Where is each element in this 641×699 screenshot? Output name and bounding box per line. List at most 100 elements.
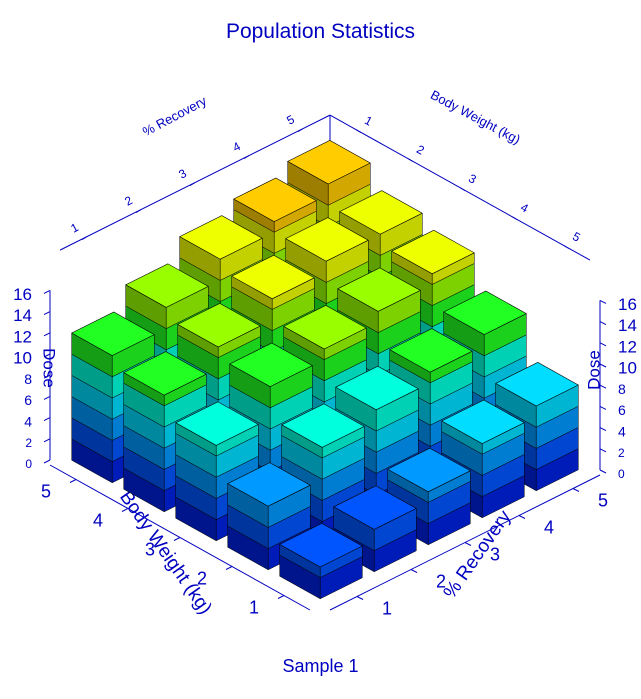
left-dose-tick-label: 8 — [24, 371, 32, 387]
left-dose-tick-label: 6 — [24, 392, 32, 408]
top-weight-tick-label: 5 — [570, 229, 583, 245]
top-recovery-tick-label: 1 — [68, 220, 81, 236]
bar-top-face — [333, 485, 417, 530]
right-dose-tick-label: 16 — [618, 295, 637, 314]
right-dose-tick — [599, 448, 607, 453]
recovery-tick-label: 1 — [382, 598, 392, 618]
right-dose-tick-label: 2 — [618, 446, 625, 460]
recovery-tick — [518, 515, 526, 519]
top-weight-tick-label: 4 — [518, 200, 531, 216]
bar-top-face — [285, 217, 369, 262]
top-recovery-tick-label: 5 — [284, 112, 297, 128]
recovery-tick-label: 3 — [490, 544, 500, 564]
top-weight-tick — [563, 245, 570, 250]
chart-caption: Sample 1 — [282, 656, 359, 676]
right-dose-axis-title: Dose — [584, 350, 603, 390]
recovery-tick-label: 2 — [436, 571, 446, 591]
weight-tick-label: 5 — [41, 481, 51, 501]
bar — [333, 485, 417, 573]
bar-top-face — [391, 229, 475, 275]
bar-top-face — [287, 140, 371, 185]
bar-top-face — [177, 303, 261, 348]
bar-top-face — [231, 254, 315, 300]
weight-tick — [225, 566, 233, 570]
right-dose-tick — [599, 299, 607, 304]
bars — [71, 140, 579, 600]
right-dose-tick-label: 8 — [618, 381, 626, 397]
left-dose-axis-title: Dose — [40, 348, 59, 388]
top-recovery-tick-label: 2 — [122, 193, 135, 209]
bar-top-face — [387, 447, 471, 493]
weight-tick-label: 1 — [249, 597, 259, 617]
top-recovery-tick-label: 4 — [230, 139, 243, 155]
bar-top-face — [179, 215, 263, 260]
bar-top-face — [337, 267, 421, 312]
recovery-tick — [410, 569, 418, 573]
weight-tick — [173, 537, 181, 541]
chart-title: Population Statistics — [225, 20, 416, 43]
right-dose-tick-label: 14 — [618, 316, 637, 335]
bar-top-face — [175, 401, 259, 446]
weight-tick-label: 4 — [93, 510, 103, 530]
right-dose-tick — [599, 363, 607, 368]
top-weight-tick-label: 3 — [466, 171, 479, 187]
bar-top-face — [233, 177, 317, 222]
top-weight-tick — [459, 187, 466, 192]
bar-top-face — [283, 305, 367, 350]
top-recovery-tick — [189, 182, 196, 187]
bar-top-face — [123, 351, 207, 396]
top-recovery-tick — [243, 155, 250, 160]
left-dose-tick — [43, 417, 51, 422]
bar-top-face — [339, 190, 423, 235]
right-dose-tick — [599, 405, 607, 410]
bar-top-face — [229, 342, 313, 387]
right-dose-tick — [599, 321, 607, 326]
bar-top-face — [389, 328, 473, 373]
left-dose-tick-label: 10 — [13, 348, 32, 367]
weight-tick-label: 3 — [145, 539, 155, 559]
top-recovery-tick — [81, 236, 88, 241]
left-dose-tick — [43, 332, 51, 337]
recovery-tick-label: 5 — [598, 490, 608, 510]
weight-tick-label: 2 — [197, 568, 207, 588]
left-dose-tick-label: 0 — [25, 457, 32, 471]
bar — [175, 401, 259, 542]
left-dose-tick — [43, 395, 51, 400]
right-dose-tick-label: 10 — [618, 358, 637, 377]
right-dose-tick — [599, 342, 607, 347]
weight-tick — [277, 595, 285, 599]
top-recovery-axis-title: % Recovery — [140, 93, 209, 139]
top-weight-tick-label: 1 — [362, 113, 375, 129]
top-weight-tick — [511, 216, 518, 221]
bar — [387, 447, 471, 546]
bar-top-face — [441, 399, 525, 444]
recovery-tick-label: 4 — [544, 517, 554, 537]
recovery-tick — [572, 488, 580, 492]
left-dose-tick-label: 12 — [13, 327, 32, 346]
bar — [279, 523, 363, 600]
bar-top-face — [125, 263, 209, 308]
right-dose-tick-label: 6 — [618, 402, 626, 418]
bar-top-face — [443, 290, 527, 335]
right-dose-tick-label: 4 — [618, 423, 626, 439]
right-dose-tick — [599, 384, 607, 389]
right-dose-tick-label: 12 — [618, 337, 637, 356]
weight-tick — [121, 508, 129, 512]
left-dose-tick — [43, 374, 51, 379]
top-recovery-tick — [135, 209, 142, 214]
top-weight-axis-title: Body Weight (kg) — [428, 87, 523, 147]
right-dose-tick — [599, 469, 607, 474]
bar-top-face — [227, 462, 311, 507]
top-recovery-tick — [297, 128, 304, 133]
left-dose-tick — [43, 438, 51, 443]
left-dose-tick-label: 2 — [25, 436, 32, 450]
top-recovery-tick-label: 3 — [176, 166, 189, 182]
recovery-tick — [356, 596, 364, 600]
left-dose-tick — [43, 353, 51, 358]
top-weight-tick-label: 2 — [414, 142, 427, 158]
bar-top-face — [279, 523, 363, 568]
bar — [281, 403, 365, 544]
left-dose-tick-label: 4 — [24, 413, 32, 429]
